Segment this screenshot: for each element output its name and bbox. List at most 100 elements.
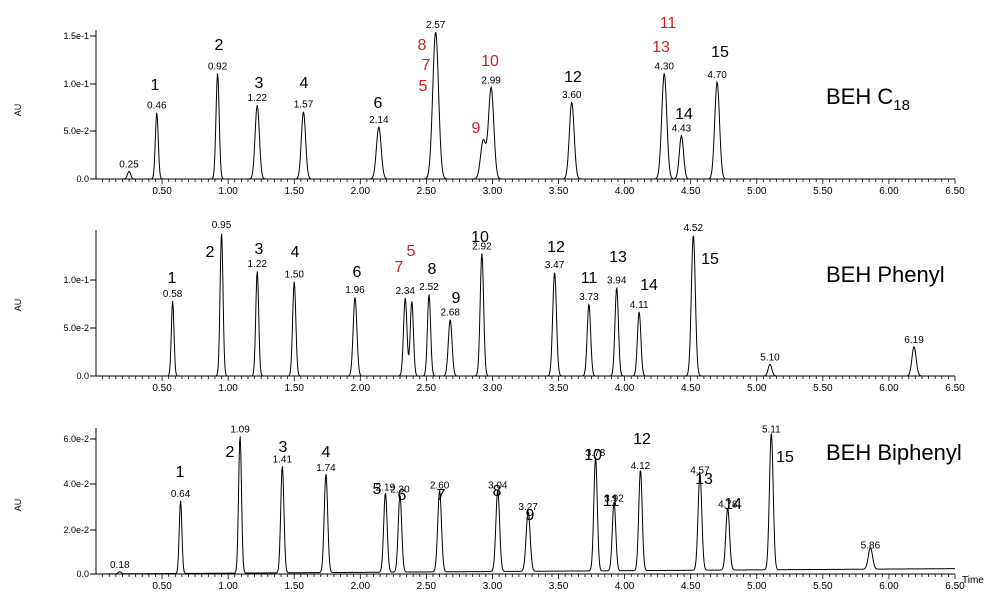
peak-rt-label: 5.86 — [861, 541, 881, 552]
y-tick-label: 4.0e-2 — [63, 479, 89, 489]
x-tick-label: 2.50 — [417, 581, 437, 592]
y-tick-label: 1.0e-1 — [63, 79, 89, 89]
y-tick-label: 5.0e-2 — [63, 126, 89, 136]
x-axis-title: Time — [962, 575, 984, 586]
peak-rt-label: 0.46 — [147, 101, 167, 112]
peak-rt-label: 5.11 — [762, 425, 781, 436]
peak-number-label: 2 — [226, 444, 235, 461]
peak-number-red: 9 — [472, 120, 481, 137]
peak-rt-label: 2.52 — [419, 282, 439, 293]
y-axis-label: AU — [13, 499, 23, 512]
title-subscript: 18 — [893, 97, 910, 114]
peak-rt-label: 3.73 — [579, 292, 599, 303]
peak-rt-label: 1.41 — [273, 455, 293, 466]
panel-title: BEH Phenyl — [826, 262, 945, 287]
peak-number-red: 7 — [422, 57, 431, 74]
panel-beh-c18: 0.50 1.00 1.50 2.00 2.50 3.00 3.50 4.00 4.50 5.00… — [13, 15, 965, 197]
peak-number-label: 3 — [255, 75, 264, 92]
peak-rt-label: 4.11 — [630, 300, 649, 311]
panel-beh-biphenyl: 0.50 1.00 1.50 2.00 2.50 3.00 3.50 4.00 4.50 5.00… — [13, 425, 984, 592]
peak-rt-label: 0.92 — [208, 61, 228, 72]
peak-rt-label: 1.57 — [294, 100, 314, 111]
peak-rt-label: 4.57 — [690, 465, 710, 476]
panel-0-x-ticks: 0.50 1.00 1.50 2.00 2.50 3.00 3.50 4.00 4.50 5.00… — [102, 179, 965, 197]
y-tick-label: 1.0e-1 — [63, 275, 89, 285]
peak-number-red: 5 — [407, 243, 416, 260]
x-tick-label: 6.00 — [879, 581, 899, 592]
x-tick-label: 5.50 — [813, 186, 833, 197]
peak-number-label: 4 — [300, 75, 309, 92]
panel-2-x-ticks: 0.50 1.00 1.50 2.00 2.50 3.00 3.50 4.00 4.50 5.00… — [102, 574, 965, 592]
x-tick-label: 1.00 — [218, 581, 238, 592]
x-tick-label: 2.50 — [417, 186, 437, 197]
peak-number-label: 12 — [564, 69, 582, 86]
panel-1-y-ticks: 0.0 5.0e-2 1.0e-1 — [63, 275, 96, 381]
peak-rt-label: 3.60 — [562, 90, 582, 101]
peak-number-label: 14 — [640, 277, 658, 294]
panel-0-rt-labels: 0.25 0.46 0.92 1.22 1.57 2.14 2.57 2.99 3.60 4.30… — [119, 20, 727, 170]
x-tick-label: 2.00 — [351, 383, 371, 394]
x-tick-label: 5.50 — [813, 581, 833, 592]
peak-number-red: 7 — [395, 259, 404, 276]
peak-number-label: 10 — [584, 447, 602, 464]
peak-rt-label: 2.68 — [440, 308, 460, 319]
x-tick-label: 4.50 — [681, 383, 701, 394]
x-tick-label: 1.50 — [284, 383, 304, 394]
peak-number-label: 6 — [374, 95, 383, 112]
panel-2-rt-labels: 0.18 0.64 1.09 1.41 1.74 2.192.30 2.60 3.04 3.27… — [110, 425, 881, 571]
peak-number-red: 5 — [419, 78, 428, 95]
peak-number-label: 10 — [471, 229, 489, 246]
peak-number-label: 3 — [279, 439, 288, 456]
peak-number-label: 11 — [603, 493, 620, 510]
x-tick-label: 5.00 — [747, 581, 767, 592]
peak-rt-label: 4.12 — [631, 461, 651, 472]
peak-rt-label: 4.78 — [718, 500, 738, 511]
peak-number-red: 8 — [418, 37, 427, 54]
y-tick-label: 0.0 — [76, 371, 89, 381]
x-tick-label: 5.00 — [747, 383, 767, 394]
y-tick-label: 2.0e-2 — [63, 525, 89, 535]
peak-number-label: 1 — [176, 464, 185, 481]
x-tick-label: 1.00 — [218, 383, 238, 394]
peak-rt-label: 0.95 — [212, 220, 232, 231]
y-tick-label: 5.0e-2 — [63, 323, 89, 333]
peak-number-label: 1 — [168, 270, 177, 287]
x-tick-label: 3.00 — [483, 581, 503, 592]
peak-number-label: 8 — [493, 483, 502, 500]
x-tick-label: 5.50 — [813, 383, 833, 394]
panel-0-y-ticks: 0.0 5.0e-2 1.0e-1 1.5e-1 — [63, 31, 96, 184]
x-tick-label: 1.00 — [218, 186, 238, 197]
peak-rt-label: 3.94 — [607, 275, 627, 286]
peak-rt-label: 0.18 — [110, 560, 130, 571]
peak-rt-label: 1.96 — [345, 285, 365, 296]
y-tick-label: 1.5e-1 — [63, 31, 89, 41]
peak-number-label: 12 — [633, 431, 651, 448]
peak-number-label: 14 — [675, 106, 693, 123]
peak-number-label: 1 — [151, 77, 160, 94]
x-tick-label: 6.50 — [945, 186, 965, 197]
x-tick-label: 4.00 — [615, 581, 635, 592]
peak-number-label: 14 — [724, 496, 742, 513]
x-tick-label: 3.50 — [549, 383, 569, 394]
y-tick-label: 0.0 — [76, 569, 89, 579]
peak-number-label: 6 — [353, 264, 362, 281]
peak-rt-label: 5.10 — [760, 352, 780, 363]
x-tick-label: 0.50 — [152, 186, 172, 197]
peak-rt-label: 4.43 — [672, 124, 692, 135]
peak-rt-label: 2.34 — [396, 286, 416, 297]
peak-number-label: 4 — [322, 444, 331, 461]
y-tick-label: 0.0 — [76, 174, 89, 184]
x-tick-label: 3.00 — [483, 186, 503, 197]
peak-number-label: 6 — [398, 487, 407, 504]
x-tick-label: 6.50 — [945, 383, 965, 394]
peak-rt-label: 0.25 — [119, 159, 139, 170]
x-tick-label: 2.50 — [417, 383, 437, 394]
panel-title: BEH Biphenyl — [826, 440, 962, 465]
peak-rt-label: 4.70 — [707, 70, 727, 81]
peak-number-label: 2 — [215, 37, 224, 54]
x-tick-label: 4.50 — [681, 186, 701, 197]
chromatogram-trace — [96, 433, 956, 575]
